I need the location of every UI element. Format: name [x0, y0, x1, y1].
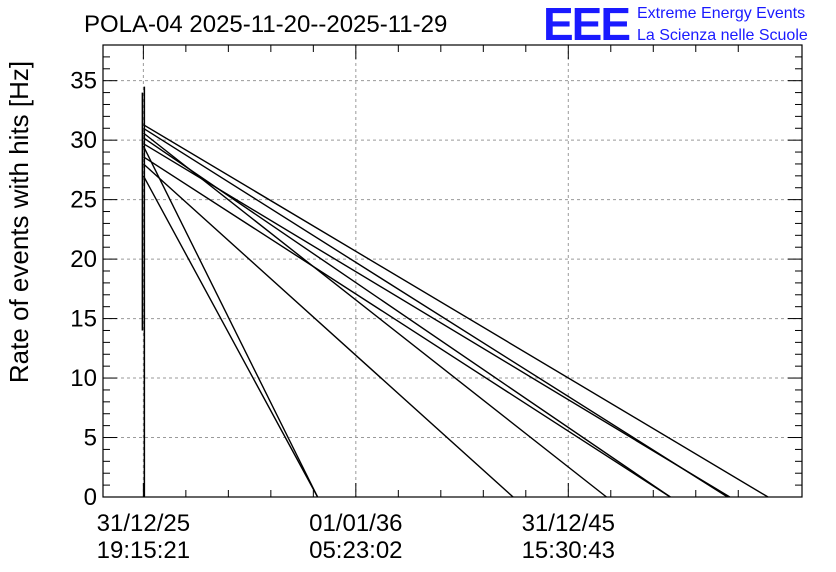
y-tick-label: 30: [70, 127, 97, 154]
chart-title: POLA-04 2025-11-20--2025-11-29: [84, 11, 447, 38]
rate-series-line: [143, 143, 731, 498]
plot-frame: [102, 44, 803, 498]
rate-series-line: [142, 132, 607, 498]
x-tick-label-date: 01/01/36: [309, 510, 402, 537]
y-tick-label: 25: [70, 187, 97, 214]
rate-series-line: [142, 163, 514, 498]
eee-logo: EEE Extreme Energy Events La Scienza nel…: [543, 0, 808, 50]
rate-series-line: [143, 124, 769, 498]
logo-mark: EEE: [543, 0, 629, 50]
rate-series-line: [143, 156, 671, 498]
data-series: [141, 86, 769, 498]
y-tick-label: 10: [70, 365, 97, 392]
rate-series-line: [143, 127, 728, 498]
rate-series-line: [142, 145, 319, 498]
rate-series-line: [142, 175, 319, 498]
y-tick-label: 20: [70, 246, 97, 273]
x-tick-label-date: 31/12/45: [522, 510, 615, 537]
x-tick-label-time: 15:30:43: [522, 537, 615, 564]
x-tick-label-time: 05:23:02: [309, 537, 402, 564]
y-tick-label: 5: [84, 425, 97, 452]
y-axis-label: Rate of events with hits [Hz]: [4, 61, 34, 383]
x-tick-label-time: 19:15:21: [97, 537, 190, 564]
grid: [103, 45, 802, 497]
axis-ticks: [103, 45, 802, 498]
logo-line2: La Scienza nelle Scuole: [637, 27, 808, 44]
y-tick-label: 35: [70, 68, 97, 95]
logo-line1: Extreme Energy Events: [637, 5, 805, 22]
y-tick-label: 15: [70, 306, 97, 333]
rate-series-line: [143, 137, 671, 498]
y-tick-label: 0: [84, 484, 97, 511]
x-tick-label-date: 31/12/25: [97, 510, 190, 537]
